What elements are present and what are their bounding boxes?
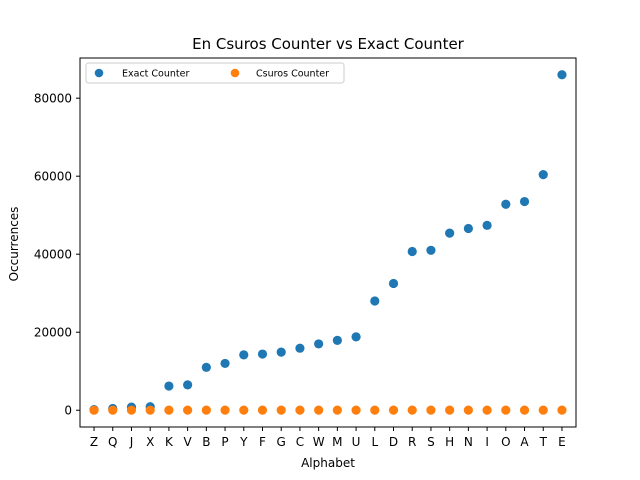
x-tick-label: I <box>485 435 489 449</box>
data-point <box>220 405 230 415</box>
x-tick-label: S <box>427 435 435 449</box>
legend-label: Csuros Counter <box>256 69 329 80</box>
data-point <box>276 405 286 415</box>
x-tick-label: P <box>221 435 228 449</box>
data-point <box>501 405 511 415</box>
y-tick-label: 40000 <box>34 248 72 262</box>
data-point <box>332 405 342 415</box>
data-point <box>332 335 342 346</box>
data-point <box>482 220 492 230</box>
data-point <box>239 405 249 415</box>
x-tick-label: J <box>129 435 134 449</box>
data-point <box>519 405 530 415</box>
data-point <box>407 405 417 415</box>
data-point <box>89 405 99 415</box>
series-csuros-counter <box>89 405 567 415</box>
plot-frame <box>79 57 577 428</box>
legend: Exact Counter Csuros Counter <box>85 62 345 84</box>
data-point <box>183 405 193 415</box>
chart-title: En Csuros Counter vs Exact Counter <box>192 35 465 53</box>
data-point <box>501 199 511 209</box>
x-tick-label: N <box>464 435 473 449</box>
x-tick-label: O <box>501 435 510 449</box>
data-point <box>370 296 380 306</box>
x-tick-label: F <box>259 435 266 449</box>
data-point <box>257 405 268 415</box>
data-point <box>538 170 548 180</box>
data-point <box>426 405 436 415</box>
data-point <box>314 339 324 349</box>
data-point <box>239 350 249 360</box>
x-tick-label: M <box>332 435 342 449</box>
data-point <box>145 405 155 415</box>
x-tick-label: D <box>389 435 398 449</box>
x-tick-label: B <box>202 435 210 449</box>
x-tick-label: L <box>371 435 378 449</box>
x-tick-label: V <box>184 435 193 449</box>
x-tick-label: H <box>445 435 454 449</box>
data-point <box>557 70 567 80</box>
y-axis-ticks: 0 20000 40000 60000 80000 <box>34 92 80 418</box>
data-point <box>183 380 193 390</box>
x-tick-label: A <box>520 435 529 449</box>
x-tick-label: W <box>313 435 325 449</box>
data-point <box>108 405 118 415</box>
data-point <box>201 362 211 372</box>
x-tick-label: K <box>165 435 174 449</box>
x-tick-label: Z <box>90 435 98 449</box>
x-tick-label: Y <box>239 435 248 449</box>
data-point <box>445 405 455 415</box>
y-tick-label: 80000 <box>34 92 72 106</box>
legend-label: Exact Counter <box>122 69 189 80</box>
data-point <box>538 405 548 415</box>
data-point <box>164 381 174 391</box>
data-point <box>388 405 399 415</box>
x-tick-label: C <box>296 435 304 449</box>
y-tick-label: 0 <box>64 404 72 418</box>
data-point <box>482 405 492 415</box>
series-exact-counter <box>89 70 567 415</box>
data-point <box>126 405 137 415</box>
data-point <box>388 278 399 289</box>
data-point <box>445 228 455 238</box>
data-point <box>463 223 473 234</box>
data-point <box>426 245 436 255</box>
data-point <box>519 196 530 207</box>
data-point <box>164 405 174 415</box>
x-tick-label: U <box>352 435 361 449</box>
legend-frame <box>85 62 345 84</box>
data-point <box>557 405 567 415</box>
x-tick-label: E <box>558 435 566 449</box>
data-point <box>351 332 361 342</box>
legend-marker <box>230 68 240 78</box>
x-tick-label: X <box>146 435 154 449</box>
data-point <box>257 349 268 359</box>
x-tick-label: Q <box>108 435 117 449</box>
y-tick-label: 60000 <box>34 170 72 184</box>
x-tick-label: G <box>277 435 286 449</box>
data-point <box>463 405 473 415</box>
data-point <box>314 405 324 415</box>
y-axis-label: Occurrences <box>7 207 21 282</box>
x-axis-label: Alphabet <box>301 456 355 470</box>
data-point <box>295 405 305 415</box>
data-point <box>407 246 417 257</box>
data-point <box>351 405 361 415</box>
data-point <box>201 405 211 415</box>
y-tick-label: 20000 <box>34 326 72 340</box>
data-point <box>220 358 230 369</box>
legend-marker <box>94 68 104 78</box>
x-tick-label: R <box>408 435 416 449</box>
series-layer <box>89 70 567 415</box>
data-point <box>276 347 286 357</box>
x-tick-label: T <box>539 435 548 449</box>
data-point <box>370 405 380 415</box>
data-point <box>295 343 305 353</box>
